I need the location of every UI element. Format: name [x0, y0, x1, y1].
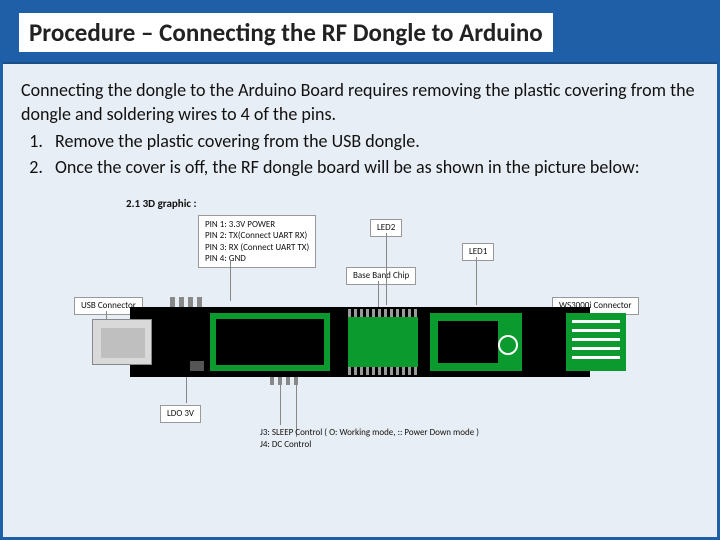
pin-4-label: PIN 4: GND: [205, 253, 309, 264]
pin-legend: PIN 1: 3.3V POWER PIN 2: TX(Connect UART…: [198, 215, 316, 268]
steps-list: Remove the plastic covering from the USB…: [47, 129, 699, 180]
antenna-trace: [572, 319, 620, 365]
callout-ldo: LDO 3V: [160, 405, 201, 423]
pin-2-label: PIN 2: TX(Connect UART RX): [205, 230, 309, 241]
leader-led1: [476, 257, 477, 305]
step-2: Once the cover is off, the RF dongle boa…: [47, 155, 699, 179]
jumper-block: [270, 377, 300, 385]
baseband-chip: [348, 317, 418, 367]
dongle-board: [130, 307, 590, 377]
antenna-module: [566, 313, 626, 371]
leader-ldo: [186, 373, 187, 403]
leader-j3: [280, 381, 281, 425]
step-1: Remove the plastic covering from the USB…: [47, 129, 699, 153]
callout-led1: LED1: [462, 243, 494, 261]
diagram-section-label: 2.1 3D graphic :: [126, 197, 197, 212]
rf-ring: [498, 335, 518, 355]
pcb-region-1: [210, 313, 330, 371]
note-j3: J3: SLEEP Control ( O: Working mode, :: …: [260, 427, 479, 439]
jumper-notes: J3: SLEEP Control ( O: Working mode, :: …: [260, 427, 479, 450]
pcb-region-2: [430, 313, 522, 371]
usb-connector: [92, 319, 152, 365]
leader-led2: [386, 233, 387, 305]
page-title: Procedure – Connecting the RF Dongle to …: [19, 13, 553, 52]
ldo-chip: [190, 361, 204, 371]
dongle-diagram: 2.1 3D graphic : PIN 1: 3.3V POWER PIN 2…: [80, 197, 640, 477]
leader-pins: [230, 261, 231, 301]
pin-header: [170, 297, 204, 307]
content-area: Connecting the dongle to the Arduino Boa…: [3, 64, 717, 477]
pin-3-label: PIN 3: RX (Connect UART TX): [205, 242, 309, 253]
title-bar: Procedure – Connecting the RF Dongle to …: [3, 3, 717, 64]
note-j4: J4: DC Control: [260, 439, 479, 451]
pin-1-label: PIN 1: 3.3V POWER: [205, 219, 309, 230]
callout-baseband: Base Band Chip: [346, 267, 416, 285]
intro-text: Connecting the dongle to the Arduino Boa…: [21, 78, 699, 127]
